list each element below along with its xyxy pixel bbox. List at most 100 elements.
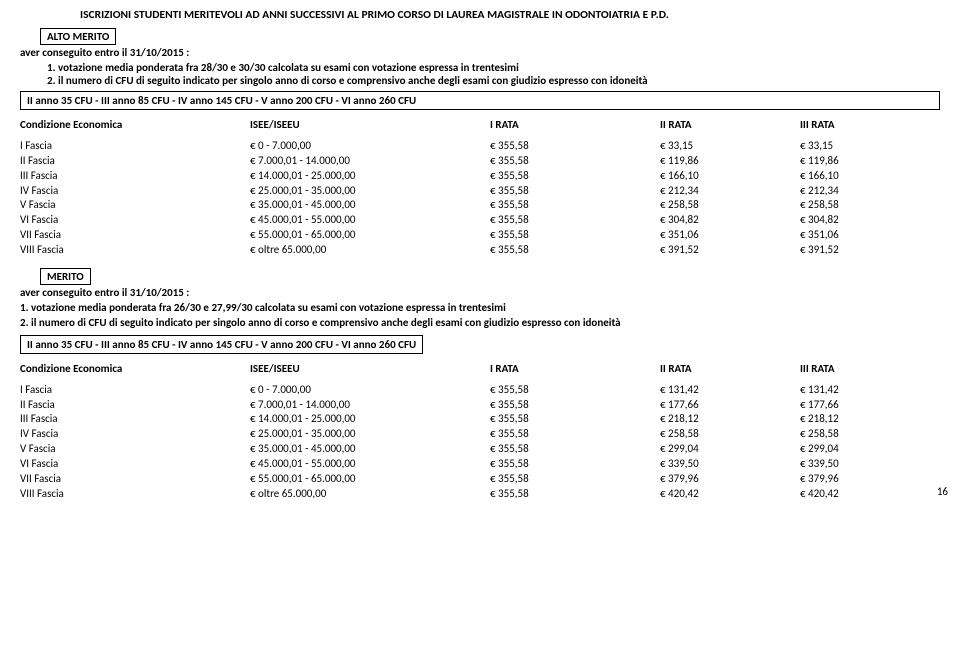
deadline-text-1: aver conseguito entro il 31/10/2015 :	[20, 46, 940, 59]
rata1-cell: € 355,58	[490, 139, 660, 154]
rata1-cell: € 355,58	[490, 398, 660, 413]
rata2-cell: € 119,86	[660, 154, 800, 169]
criteria-item: il numero di CFU di seguito indicato per…	[58, 74, 940, 87]
isee-cell: € oltre 65.000,00	[250, 487, 490, 502]
isee-cell: € 35.000,01 - 45.000,00	[250, 442, 490, 457]
isee-cell: € 7.000,01 - 14.000,00	[250, 398, 490, 413]
fascia-cell: VI Fascia	[20, 213, 250, 228]
table-row: VII Fascia€ 55.000,01 - 65.000,00€ 355,5…	[20, 228, 940, 243]
rata3-cell: € 258,58	[800, 427, 940, 442]
cfu-bar-1: II anno 35 CFU - III anno 85 CFU - IV an…	[20, 91, 940, 110]
isee-cell: € 45.000,01 - 55.000,00	[250, 213, 490, 228]
fee-table-2: I Fascia€ 0 - 7.000,00€ 355,58€ 131,42€ …	[20, 383, 940, 502]
isee-cell: € 25.000,01 - 35.000,00	[250, 427, 490, 442]
rata2-cell: € 212,34	[660, 184, 800, 199]
rata3-cell: € 339,50	[800, 457, 940, 472]
col-rata-1: I RATA	[490, 362, 660, 375]
rata2-cell: € 379,96	[660, 472, 800, 487]
rata1-cell: € 355,58	[490, 412, 660, 427]
rata3-cell: € 391,52	[800, 243, 940, 258]
criteria-item: votazione media ponderata fra 28/30 e 30…	[58, 61, 940, 74]
fascia-cell: V Fascia	[20, 442, 250, 457]
criteria-item: 2. il numero di CFU di seguito indicato …	[20, 316, 940, 329]
rata2-cell: € 351,06	[660, 228, 800, 243]
table-row: III Fascia€ 14.000,01 - 25.000,00€ 355,5…	[20, 412, 940, 427]
rata2-cell: € 131,42	[660, 383, 800, 398]
isee-cell: € 14.000,01 - 25.000,00	[250, 169, 490, 184]
isee-cell: € oltre 65.000,00	[250, 243, 490, 258]
fascia-cell: II Fascia	[20, 398, 250, 413]
rata1-cell: € 355,58	[490, 383, 660, 398]
table-row: VI Fascia€ 45.000,01 - 55.000,00€ 355,58…	[20, 457, 940, 472]
alto-merito-badge: ALTO MERITO	[40, 28, 116, 45]
rata2-cell: € 166,10	[660, 169, 800, 184]
table-row: I Fascia€ 0 - 7.000,00€ 355,58€ 33,15€ 3…	[20, 139, 940, 154]
merito-section: MERITO aver conseguito entro il 31/10/20…	[20, 268, 940, 502]
rata3-cell: € 299,04	[800, 442, 940, 457]
fascia-cell: I Fascia	[20, 139, 250, 154]
col-rata-1: I RATA	[490, 118, 660, 131]
rata2-cell: € 420,42	[660, 487, 800, 502]
rata1-cell: € 355,58	[490, 213, 660, 228]
criteria-item: 1. votazione media ponderata fra 26/30 e…	[20, 301, 940, 314]
table-row: IV Fascia€ 25.000,01 - 35.000,00€ 355,58…	[20, 427, 940, 442]
col-rata-3: III RATA	[800, 362, 940, 375]
rata1-cell: € 355,58	[490, 457, 660, 472]
table-row: V Fascia€ 35.000,01 - 45.000,00€ 355,58€…	[20, 442, 940, 457]
table-row: VI Fascia€ 45.000,01 - 55.000,00€ 355,58…	[20, 213, 940, 228]
fascia-cell: VIII Fascia	[20, 487, 250, 502]
isee-cell: € 55.000,01 - 65.000,00	[250, 472, 490, 487]
table-row: II Fascia€ 7.000,01 - 14.000,00€ 355,58€…	[20, 398, 940, 413]
rata1-cell: € 355,58	[490, 243, 660, 258]
isee-cell: € 45.000,01 - 55.000,00	[250, 457, 490, 472]
rata1-cell: € 355,58	[490, 184, 660, 199]
table-row: V Fascia€ 35.000,01 - 45.000,00€ 355,58€…	[20, 198, 940, 213]
col-rata-2: II RATA	[660, 362, 800, 375]
rata3-cell: € 420,42	[800, 487, 940, 502]
rata3-cell: € 304,82	[800, 213, 940, 228]
col-isee: ISEE/ISEEU	[250, 362, 490, 375]
rata1-cell: € 355,58	[490, 487, 660, 502]
col-rata-2: II RATA	[660, 118, 800, 131]
rata2-cell: € 218,12	[660, 412, 800, 427]
rata1-cell: € 355,58	[490, 472, 660, 487]
isee-cell: € 7.000,01 - 14.000,00	[250, 154, 490, 169]
rata3-cell: € 166,10	[800, 169, 940, 184]
isee-cell: € 0 - 7.000,00	[250, 383, 490, 398]
rata1-cell: € 355,58	[490, 442, 660, 457]
fascia-cell: III Fascia	[20, 412, 250, 427]
fascia-cell: IV Fascia	[20, 427, 250, 442]
rata2-cell: € 299,04	[660, 442, 800, 457]
fascia-cell: III Fascia	[20, 169, 250, 184]
rata2-cell: € 258,58	[660, 198, 800, 213]
table-row: I Fascia€ 0 - 7.000,00€ 355,58€ 131,42€ …	[20, 383, 940, 398]
rata2-cell: € 391,52	[660, 243, 800, 258]
rata1-cell: € 355,58	[490, 169, 660, 184]
col-rata-3: III RATA	[800, 118, 940, 131]
rata1-cell: € 355,58	[490, 154, 660, 169]
table-header-row: Condizione Economica ISEE/ISEEU I RATA I…	[20, 118, 940, 131]
rata2-cell: € 339,50	[660, 457, 800, 472]
rata3-cell: € 218,12	[800, 412, 940, 427]
col-condizione: Condizione Economica	[20, 362, 250, 375]
rata2-cell: € 33,15	[660, 139, 800, 154]
fascia-cell: II Fascia	[20, 154, 250, 169]
table-row: III Fascia€ 14.000,01 - 25.000,00€ 355,5…	[20, 169, 940, 184]
fascia-cell: V Fascia	[20, 198, 250, 213]
col-isee: ISEE/ISEEU	[250, 118, 490, 131]
document-title: ISCRIZIONI STUDENTI MERITEVOLI AD ANNI S…	[20, 8, 940, 22]
rata2-cell: € 304,82	[660, 213, 800, 228]
fascia-cell: I Fascia	[20, 383, 250, 398]
deadline-text-2: aver conseguito entro il 31/10/2015 :	[20, 286, 940, 299]
fee-table-1: I Fascia€ 0 - 7.000,00€ 355,58€ 33,15€ 3…	[20, 139, 940, 258]
table-row: IV Fascia€ 25.000,01 - 35.000,00€ 355,58…	[20, 184, 940, 199]
isee-cell: € 14.000,01 - 25.000,00	[250, 412, 490, 427]
rata3-cell: € 379,96	[800, 472, 940, 487]
rata3-cell: € 258,58	[800, 198, 940, 213]
rata1-cell: € 355,58	[490, 198, 660, 213]
rata3-cell: € 131,42	[800, 383, 940, 398]
table-row: II Fascia€ 7.000,01 - 14.000,00€ 355,58€…	[20, 154, 940, 169]
rata1-cell: € 355,58	[490, 427, 660, 442]
table-row: VIII Fascia€ oltre 65.000,00€ 355,58€ 42…	[20, 487, 940, 502]
fascia-cell: VII Fascia	[20, 228, 250, 243]
